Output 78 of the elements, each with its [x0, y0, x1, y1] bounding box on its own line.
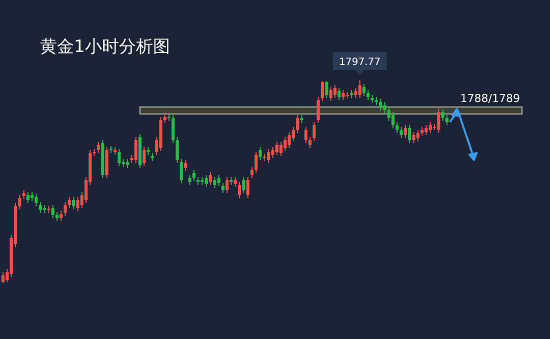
candlestick: [18, 194, 22, 210]
candlestick: [416, 129, 420, 142]
candlestick: [383, 101, 386, 114]
candlestick: [55, 211, 59, 222]
candlestick: [424, 124, 428, 136]
candlestick: [420, 126, 424, 137]
candlestick: [333, 84, 336, 99]
candlestick: [387, 106, 390, 122]
candlestick: [246, 176, 250, 199]
candlestick: [221, 182, 224, 194]
candlestick: [400, 126, 403, 139]
candlestick: [26, 192, 30, 204]
candlestick: [408, 124, 412, 144]
candlestick: [342, 89, 345, 101]
candlestick: [38, 202, 42, 214]
candlestick: [358, 80, 362, 99]
candlestick: [254, 151, 258, 174]
candlestick: [284, 136, 287, 152]
candlestick: [329, 86, 332, 102]
candlestick: [366, 89, 370, 101]
candlestick: [325, 80, 328, 99]
candlestick: [312, 122, 316, 142]
band-label: 1788/1789: [460, 92, 520, 105]
candlestick: [279, 141, 283, 157]
candlestick: [288, 131, 291, 149]
candlestick: [445, 114, 448, 126]
candlestick: [275, 141, 278, 156]
candlestick: [2, 272, 5, 284]
candlestick: [354, 87, 358, 99]
candlestick: [134, 136, 138, 164]
candlestick: [176, 136, 179, 164]
candlestick: [64, 202, 67, 217]
candlestick: [180, 158, 183, 184]
candlestick: [184, 159, 188, 172]
candlestick: [258, 146, 262, 160]
candlestick: [217, 174, 220, 186]
candlestick: [213, 176, 216, 188]
candlestick: [34, 193, 38, 207]
candlestick: [316, 96, 320, 124]
candlestick: [338, 87, 341, 101]
candlestick: [126, 158, 130, 169]
candlestick: [238, 181, 242, 199]
candlestick: [51, 204, 54, 219]
candlestick: [437, 108, 440, 134]
candlestick: [271, 146, 274, 158]
candlestick: [68, 196, 71, 209]
candlestick: [204, 174, 208, 188]
candlestick: [234, 176, 237, 188]
candlestick: [292, 126, 295, 142]
candlestick: [76, 196, 80, 212]
candlestick: [60, 210, 63, 222]
candlestick: [118, 148, 121, 167]
candlestick: [242, 176, 246, 194]
candlestick: [362, 83, 366, 97]
candlestick: [441, 108, 444, 122]
candlestick: [304, 126, 308, 144]
candlestick: [396, 122, 399, 134]
candlestick: [379, 98, 382, 112]
candlestick: [250, 166, 254, 179]
candlestick: [391, 111, 395, 129]
candlestick: [208, 171, 212, 186]
candlestick: [296, 114, 300, 134]
candlestick: [308, 136, 312, 149]
candlestick: [192, 169, 196, 182]
candlestick: [142, 146, 146, 167]
candlestick: [404, 124, 407, 139]
annotation: 1797.77: [339, 57, 380, 68]
candlestick: [96, 141, 100, 154]
candlestick: [172, 114, 175, 144]
candlestick: [72, 196, 76, 210]
candlestick: [428, 122, 432, 134]
candlestick: [163, 113, 166, 124]
candlestick: [267, 148, 270, 164]
chart-title: 黄金1小时分析图: [40, 37, 170, 57]
candlestick: [188, 174, 192, 186]
candlestick: [412, 131, 416, 144]
candlestick: [226, 176, 229, 194]
candlestick: [320, 80, 324, 102]
